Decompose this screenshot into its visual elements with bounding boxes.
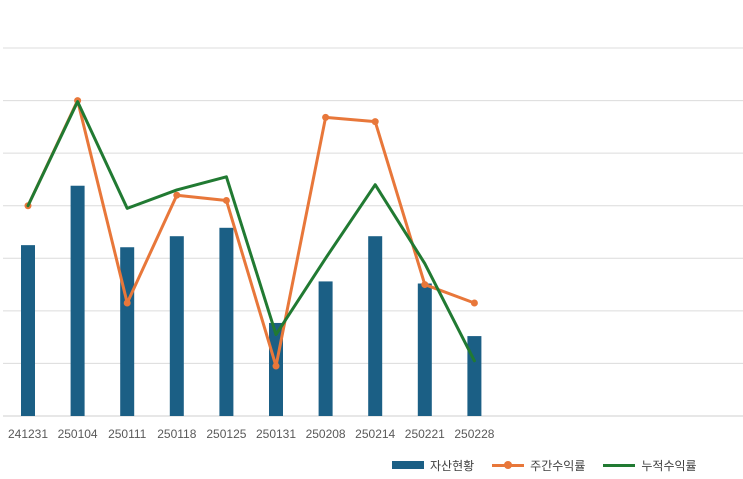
point-weekly-return-250214: [371, 118, 379, 126]
bar-250111: [120, 247, 135, 416]
point-weekly-return-250228: [470, 299, 478, 307]
x-tick-label: 250104: [58, 427, 98, 441]
bar-250214: [368, 236, 383, 416]
legend-item-assets: 자산현황: [392, 457, 474, 474]
line-cumulative-return: [26, 100, 476, 363]
point-weekly-return-250208: [322, 113, 330, 121]
legend-swatch-cumulative-return: [603, 459, 636, 471]
legend-swatch-weekly-return: [492, 459, 525, 471]
legend: 자산현황 주간수익률 누적수익률: [392, 455, 697, 475]
legend-item-weekly-return: 주간수익률: [492, 457, 585, 474]
legend-item-cumulative-return: 누적수익률: [603, 457, 697, 474]
x-tick-label: 250131: [256, 427, 296, 441]
bar-250221: [417, 283, 432, 416]
legend-swatch-assets: [392, 461, 424, 469]
legend-label-cumulative-return: 누적수익률: [641, 458, 697, 473]
bar-241231: [21, 245, 35, 416]
x-tick-label: 241231: [8, 427, 48, 441]
x-tick-label: 250214: [355, 427, 395, 441]
line-series: [24, 97, 478, 370]
legend-label-weekly-return: 주간수익률: [530, 458, 586, 473]
point-weekly-return-250111: [123, 299, 131, 307]
x-axis-tick-labels: 241231 250104 250111 250118 250125 250131 2502…: [8, 427, 495, 441]
bar-series-assets: [21, 185, 482, 416]
bar-250104: [70, 185, 85, 416]
legend-label-assets: 자산현황: [430, 458, 475, 473]
point-weekly-return-250221: [421, 281, 429, 289]
point-weekly-return-250118: [173, 191, 181, 199]
bar-250125: [219, 227, 234, 416]
line-weekly-return: [26, 99, 476, 368]
point-weekly-return-250125: [222, 196, 230, 204]
bar-250118: [169, 236, 184, 416]
x-tick-label: 250125: [206, 427, 246, 441]
bar-250208: [318, 281, 333, 416]
point-weekly-return-250131: [272, 362, 280, 370]
x-tick-label: 250208: [306, 427, 346, 441]
x-tick-label: 250221: [405, 427, 445, 441]
x-tick-label: 250228: [454, 427, 494, 441]
x-tick-label: 250118: [157, 427, 196, 441]
x-tick-label: 250111: [108, 427, 147, 441]
